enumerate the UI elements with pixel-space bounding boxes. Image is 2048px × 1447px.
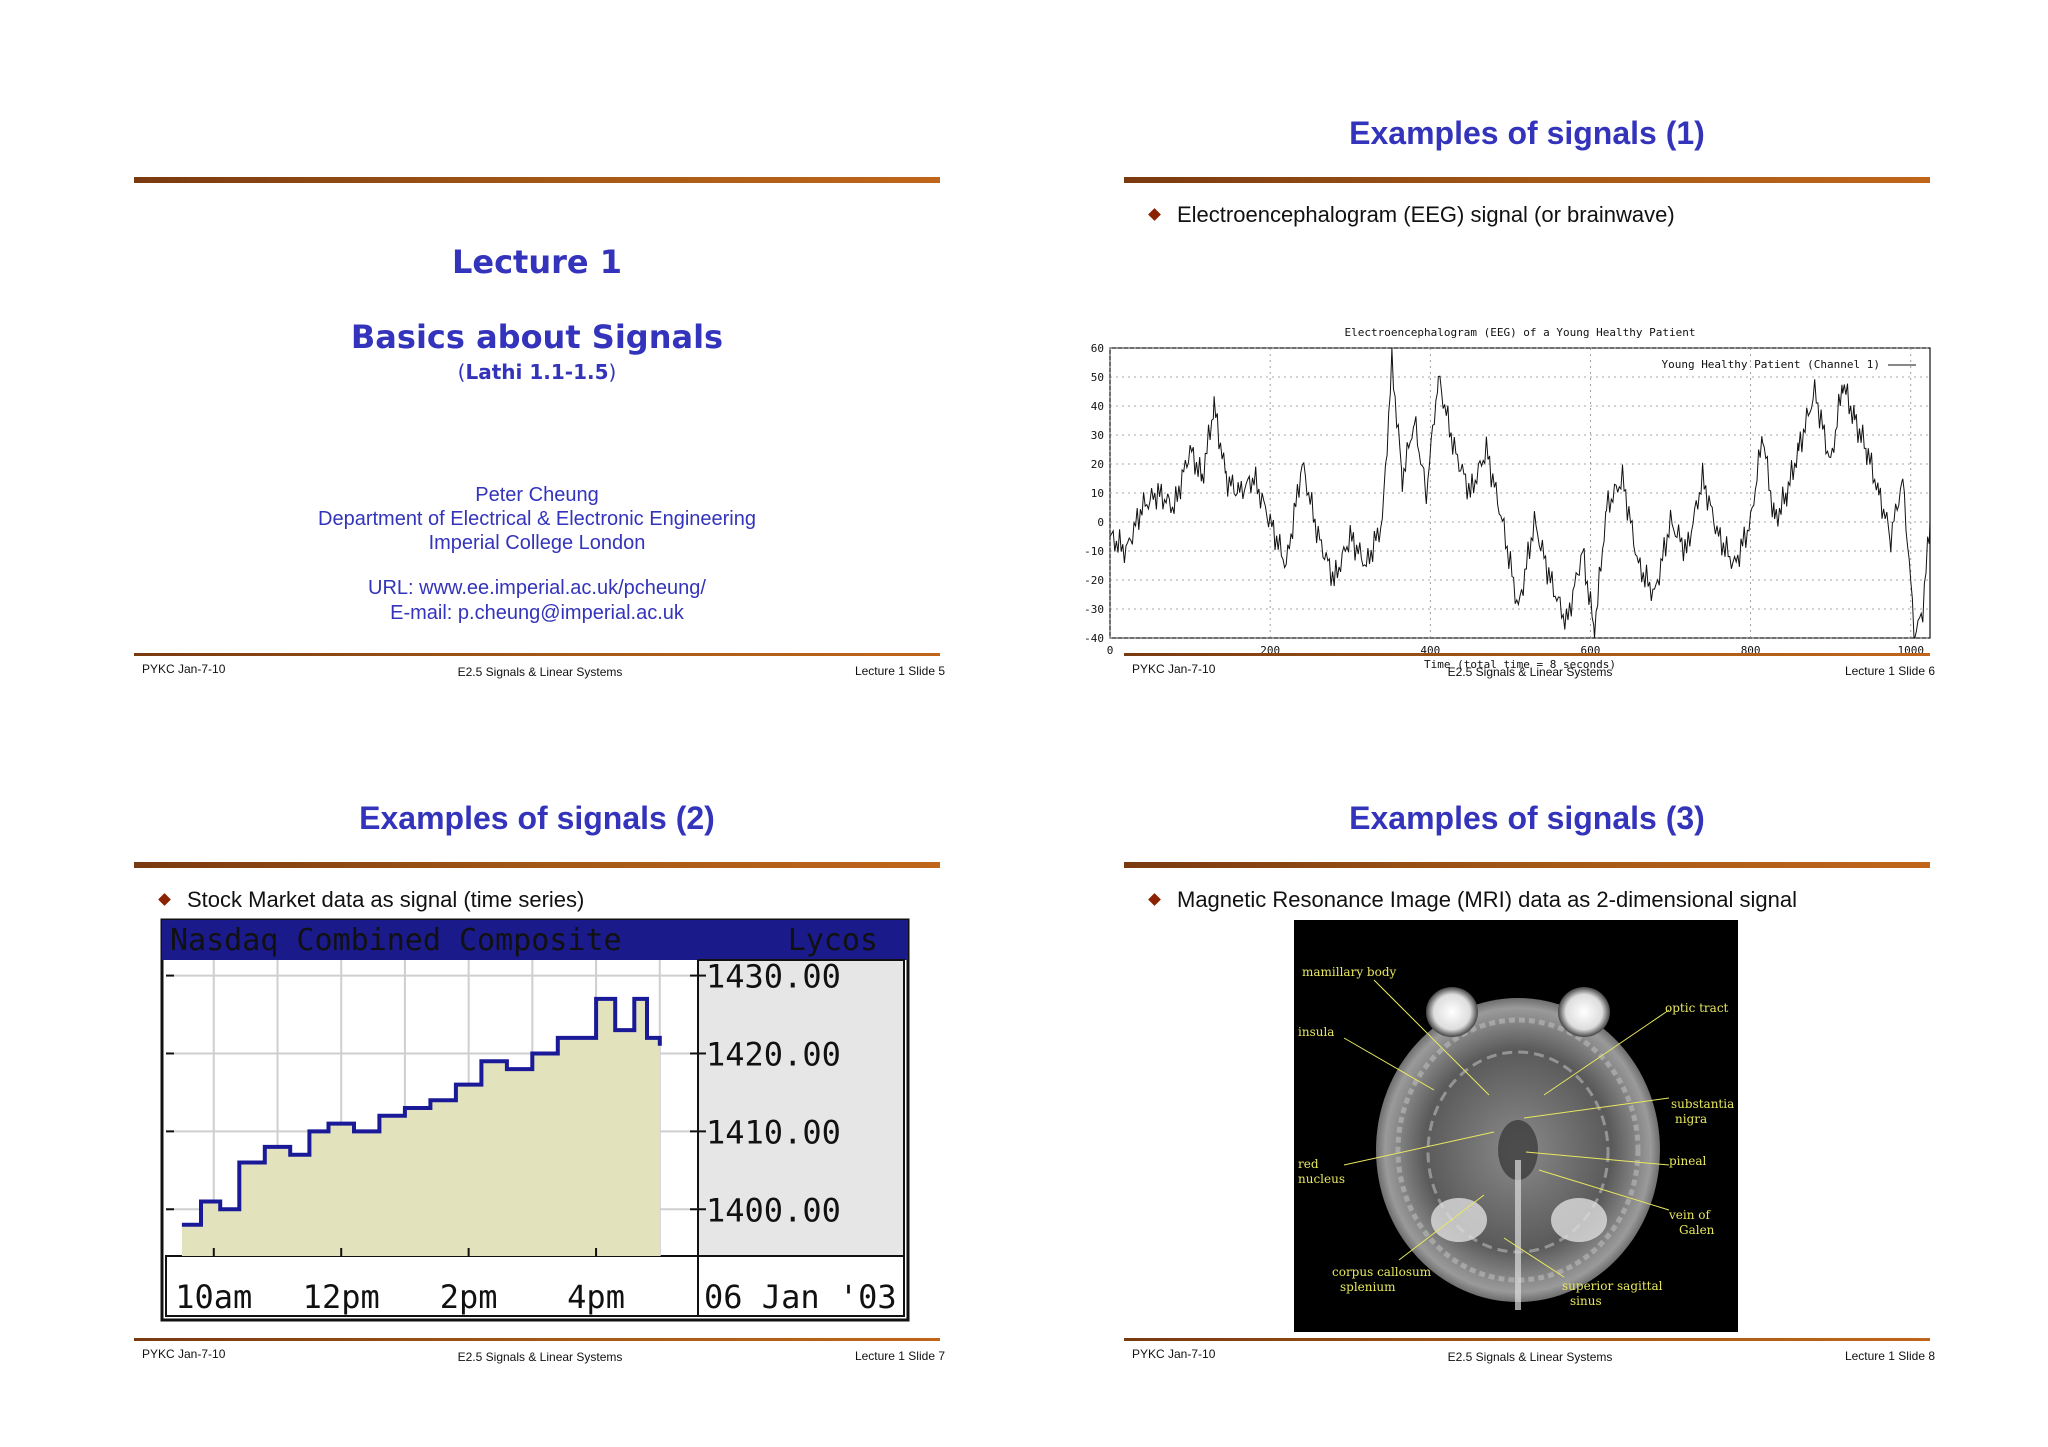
diamond-bullet-icon <box>158 893 171 906</box>
nasdaq-time-panel <box>165 1255 699 1317</box>
author-name: Peter Cheung <box>475 484 599 506</box>
footer-left: PYKC Jan-7-10 <box>1132 662 1216 676</box>
eeg-xlabel: Time (total time = 8 seconds) <box>1424 658 1616 671</box>
department: Department of Electrical & Electronic En… <box>318 508 756 530</box>
label-insula: insula <box>1298 1025 1334 1039</box>
footer-left: PYKC Jan-7-10 <box>142 1347 226 1361</box>
eeg-ytick-label: 40 <box>1091 400 1104 413</box>
label-nucleus: nucleus <box>1298 1172 1345 1186</box>
footer-left: PYKC Jan-7-10 <box>142 662 226 676</box>
lecture-number: Lecture 1 <box>451 243 623 281</box>
footer-center: E2.5 Signals & Linear Systems <box>457 1350 623 1364</box>
eeg-series-line <box>1109 347 1931 639</box>
label-sinus: sinus <box>1570 1294 1602 1308</box>
footer-center: E2.5 Signals & Linear Systems <box>1447 665 1613 679</box>
footer-rule <box>134 1338 940 1341</box>
nasdaq-header-title: Nasdaq Combined Composite <box>170 923 622 958</box>
ref-open: ( <box>457 360 466 384</box>
mri-image: mamillary body optic tract insula substa… <box>1294 920 1738 1332</box>
nasdaq-date-label: 06 Jan '03 <box>704 1278 897 1316</box>
eeg-ytick-label: -20 <box>1084 574 1104 587</box>
lecture-reference: (Lathi 1.1-1.5) <box>134 360 940 384</box>
title-rule <box>1124 177 1930 183</box>
slide-7: Examples of signals (2) Stock Market dat… <box>100 735 1100 1415</box>
eeg-ytick-label: -10 <box>1084 545 1104 558</box>
nasdaq-brand: Lycos <box>788 923 878 958</box>
footer-rule <box>1124 1338 1930 1341</box>
label-nigra: nigra <box>1675 1112 1707 1126</box>
bullet-text: Stock Market data as signal (time series… <box>187 887 585 912</box>
label-splenium: splenium <box>1340 1280 1396 1294</box>
eeg-chart: Electroencephalogram (EEG) of a Young He… <box>1084 326 1931 671</box>
label-optic-tract: optic tract <box>1665 1001 1729 1015</box>
slide-title: Examples of signals (1) <box>1349 115 1705 151</box>
nasdaq-ytick-label: 1420.00 <box>706 1035 841 1073</box>
label-galen: Galen <box>1679 1223 1715 1237</box>
nasdaq-xtick-label: 12pm <box>303 1278 380 1316</box>
label-superior-sagittal: superior sagittal <box>1562 1279 1663 1293</box>
ref-close: ) <box>608 360 617 384</box>
nasdaq-header-bar <box>162 920 908 960</box>
footer-center: E2.5 Signals & Linear Systems <box>457 665 623 679</box>
label-substantia: substantia <box>1671 1097 1734 1111</box>
eeg-legend-label: Young Healthy Patient (Channel 1) <box>1661 358 1880 371</box>
nasdaq-xtick-label: 10am <box>175 1278 252 1316</box>
diamond-bullet-icon <box>1148 893 1161 906</box>
footer-rule <box>1124 653 1930 656</box>
bullet-item: Stock Market data as signal (time series… <box>158 887 585 913</box>
ref-text: Lathi 1.1-1.5 <box>465 360 609 384</box>
eeg-ytick-label: 20 <box>1091 458 1104 471</box>
nasdaq-area <box>181 998 660 1256</box>
label-pineal: pineal <box>1669 1154 1707 1168</box>
bullet-text: Magnetic Resonance Image (MRI) data as 2… <box>1177 887 1797 912</box>
footer-left: PYKC Jan-7-10 <box>1132 1347 1216 1361</box>
lecture-title: Basics about Signals <box>350 318 724 356</box>
diamond-bullet-icon <box>1148 208 1161 221</box>
nasdaq-ytick-label: 1400.00 <box>706 1191 841 1229</box>
author-email[interactable]: E-mail: p.cheung@imperial.ac.uk <box>390 602 684 624</box>
slide-8: Examples of signals (3) Magnetic Resonan… <box>1090 735 2048 1415</box>
footer-center: E2.5 Signals & Linear Systems <box>1447 1350 1613 1364</box>
label-mamillary-body: mamillary body <box>1302 965 1396 979</box>
nasdaq-ytick-label: 1430.00 <box>706 958 841 996</box>
eeg-xtick-label: 0 <box>1107 644 1114 657</box>
bullet-item: Electroencephalogram (EEG) signal (or br… <box>1148 202 1675 228</box>
nasdaq-xtick-label: 4pm <box>567 1278 625 1316</box>
college: Imperial College London <box>428 532 646 554</box>
title-rule <box>134 862 940 868</box>
eeg-title: Electroencephalogram (EEG) of a Young He… <box>1345 326 1696 339</box>
nasdaq-value-panel <box>697 959 905 1257</box>
eeg-ytick-label: 0 <box>1097 516 1104 529</box>
mri-left-eye <box>1426 987 1478 1037</box>
eeg-ytick-label: -30 <box>1084 603 1104 616</box>
bullet-text: Electroencephalogram (EEG) signal (or br… <box>1177 202 1675 227</box>
nasdaq-date-panel <box>697 1255 905 1317</box>
label-vein-of: vein of <box>1668 1208 1711 1222</box>
nasdaq-ytick-label: 1410.00 <box>706 1113 841 1151</box>
eeg-ytick-label: -40 <box>1084 632 1104 645</box>
bullet-item: Magnetic Resonance Image (MRI) data as 2… <box>1148 887 1797 913</box>
eeg-ytick-label: 50 <box>1091 371 1104 384</box>
title-rule <box>134 177 940 183</box>
eeg-ytick-label: 10 <box>1091 487 1104 500</box>
eeg-ytick-label: 60 <box>1091 342 1104 355</box>
slide-6: Examples of signals (1) Electroencephalo… <box>1084 50 2048 730</box>
nasdaq-xtick-label: 2pm <box>440 1278 498 1316</box>
slide-5: Lecture 1 Basics about Signals (Lathi 1.… <box>100 50 1100 730</box>
mri-right-eye <box>1558 987 1610 1037</box>
eeg-ytick-label: 30 <box>1091 429 1104 442</box>
slide-title: Examples of signals (2) <box>359 800 715 836</box>
footer-right: Lecture 1 Slide 6 <box>1844 664 1935 678</box>
author-url[interactable]: URL: www.ee.imperial.ac.uk/pcheung/ <box>368 577 706 599</box>
nasdaq-line <box>181 996 662 1227</box>
footer-right: Lecture 1 Slide 8 <box>1844 1349 1935 1363</box>
footer-rule <box>134 653 940 656</box>
label-corpus-callosum: corpus callosum <box>1332 1265 1432 1279</box>
label-red: red <box>1298 1157 1319 1171</box>
slide-title: Examples of signals (3) <box>1349 800 1705 836</box>
footer-right: Lecture 1 Slide 5 <box>854 664 945 678</box>
footer-right: Lecture 1 Slide 7 <box>854 1349 945 1363</box>
title-rule <box>1124 862 1930 868</box>
